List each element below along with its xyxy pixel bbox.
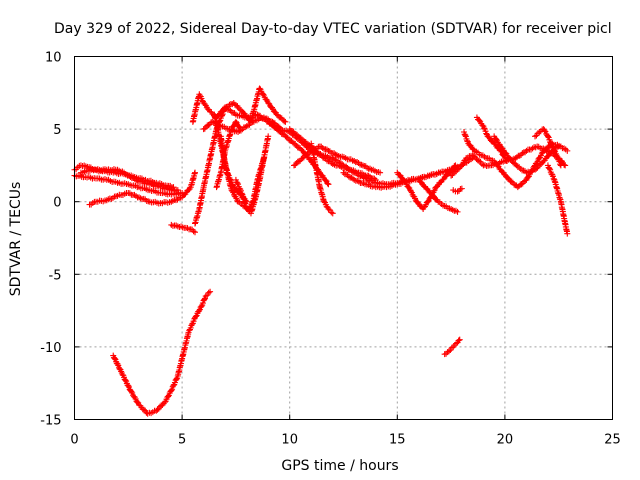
scatter-points (77, 166, 177, 191)
scatter-points (450, 185, 465, 195)
y-tick-label: 10 (45, 51, 62, 66)
scatter-points (441, 336, 463, 358)
x-tick-label: 0 (70, 433, 78, 448)
x-tick-label: 5 (178, 433, 186, 448)
series-s27 (491, 133, 562, 176)
series-s6 (168, 221, 199, 236)
y-tick-label: -10 (40, 341, 61, 356)
scatter-points (189, 85, 289, 125)
series-s28 (532, 126, 564, 169)
scatter-points (394, 162, 459, 212)
chart-title: Day 329 of 2022, Sidereal Day-to-day VTE… (54, 21, 612, 37)
series-s19 (340, 166, 455, 191)
series-s20 (394, 162, 459, 212)
series-s4 (86, 169, 199, 208)
series-s3 (77, 166, 177, 191)
x-tick-label: 10 (281, 433, 298, 448)
scatter-points (232, 133, 272, 217)
y-tick-label: 5 (53, 123, 61, 138)
series-s5 (110, 288, 214, 417)
y-tick-label: -15 (40, 414, 61, 429)
series-s22 (450, 185, 465, 195)
scatter-points (340, 166, 455, 191)
scatter-points (448, 155, 476, 179)
series-s29 (544, 162, 571, 237)
data-points (71, 85, 571, 417)
series-s17 (308, 140, 336, 217)
series-s26 (473, 114, 511, 165)
y-tick-label: 0 (53, 196, 61, 211)
scatter-points (308, 140, 336, 217)
series-s16 (291, 143, 384, 176)
scatter-points (491, 133, 562, 176)
scatter-points (291, 143, 384, 176)
series-s8 (189, 85, 289, 125)
scatter-points (473, 114, 511, 165)
scatter-points (86, 169, 199, 208)
scatter-points (532, 126, 564, 169)
series-s30 (448, 155, 476, 179)
plot-frame (74, 56, 613, 420)
y-axis-label: SDTVAR / TECUs (8, 182, 24, 297)
grid-lines (74, 56, 613, 420)
scatter-points (415, 176, 461, 215)
scatter-points (168, 221, 199, 236)
series-s23 (441, 336, 463, 358)
tick-labels: 0 5 10 15 20 25 -15 -10 -5 0 5 10 (40, 51, 621, 448)
x-tick-label: 25 (604, 433, 621, 448)
x-tick-label: 15 (389, 433, 406, 448)
y-tick-label: -5 (49, 268, 62, 283)
x-tick-label: 20 (497, 433, 514, 448)
x-axis-label: GPS time / hours (281, 458, 398, 474)
series-s21 (415, 176, 461, 215)
scatter-points (110, 288, 214, 417)
series-s13 (232, 133, 272, 217)
scatter-points (544, 162, 571, 237)
